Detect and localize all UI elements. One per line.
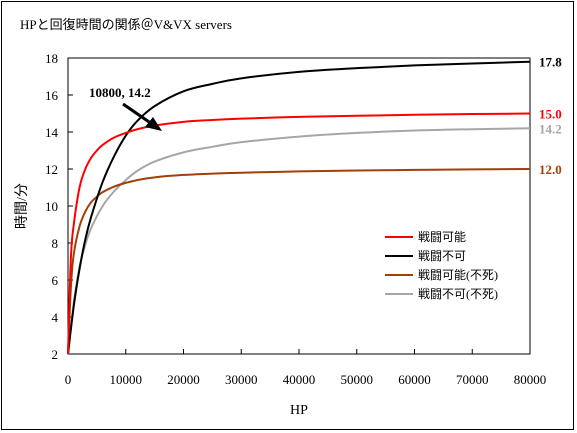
y-tick-label: 16 xyxy=(45,88,59,103)
x-tick-label: 10000 xyxy=(110,372,143,387)
x-tick-label: 20000 xyxy=(167,372,200,387)
legend-label-0: 戦闘可能 xyxy=(418,230,466,244)
annotation-arrow xyxy=(122,102,153,126)
annotation: 10800, 14.2 xyxy=(89,85,162,131)
x-tick-label: 30000 xyxy=(225,372,258,387)
series-line-2 xyxy=(67,168,531,355)
y-tick-label: 6 xyxy=(52,273,59,288)
legend-label-2: 戦闘可能(不死) xyxy=(418,268,498,282)
x-axis-label: HP xyxy=(290,403,308,418)
legend-label-3: 戦闘不可(不死) xyxy=(418,287,498,301)
y-tick-label: 8 xyxy=(52,236,59,251)
y-axis: 2 4 6 8 10 12 14 16 18 xyxy=(45,51,73,362)
chart-title: HPと回復時間の関係＠V&VX servers xyxy=(20,17,232,32)
annotation-arrowhead xyxy=(145,117,162,131)
y-tick-label: 2 xyxy=(52,347,59,362)
x-tick-label: 0 xyxy=(65,372,72,387)
y-tick-label: 12 xyxy=(45,162,58,177)
x-tick-label: 40000 xyxy=(283,372,316,387)
y-tick-label: 18 xyxy=(45,51,58,66)
end-labels: 15.0 17.8 12.0 14.2 xyxy=(539,55,562,177)
series-line-0 xyxy=(67,112,531,355)
y-tick-label: 4 xyxy=(52,310,59,325)
x-axis: 0 10000 20000 30000 40000 50000 60000 70000 8000… xyxy=(65,349,547,387)
x-tick-label: 60000 xyxy=(398,372,431,387)
series-line-1 xyxy=(67,60,531,355)
annotation-label: 10800, 14.2 xyxy=(89,85,151,100)
end-label-1: 17.8 xyxy=(539,55,562,70)
end-label-0: 15.0 xyxy=(539,107,562,122)
end-label-2: 12.0 xyxy=(539,162,562,177)
y-axis-label: 時間/分 xyxy=(14,183,30,229)
x-tick-label: 80000 xyxy=(514,372,547,387)
x-tick-label: 70000 xyxy=(456,372,489,387)
legend-label-1: 戦闘不可 xyxy=(418,249,466,263)
y-tick-label: 10 xyxy=(45,199,58,214)
series-line-3 xyxy=(67,127,531,355)
plot-area xyxy=(67,57,531,355)
end-label-3: 14.2 xyxy=(539,121,562,136)
x-tick-label: 50000 xyxy=(341,372,374,387)
y-tick-label: 14 xyxy=(45,125,59,140)
series-lines xyxy=(67,60,531,355)
